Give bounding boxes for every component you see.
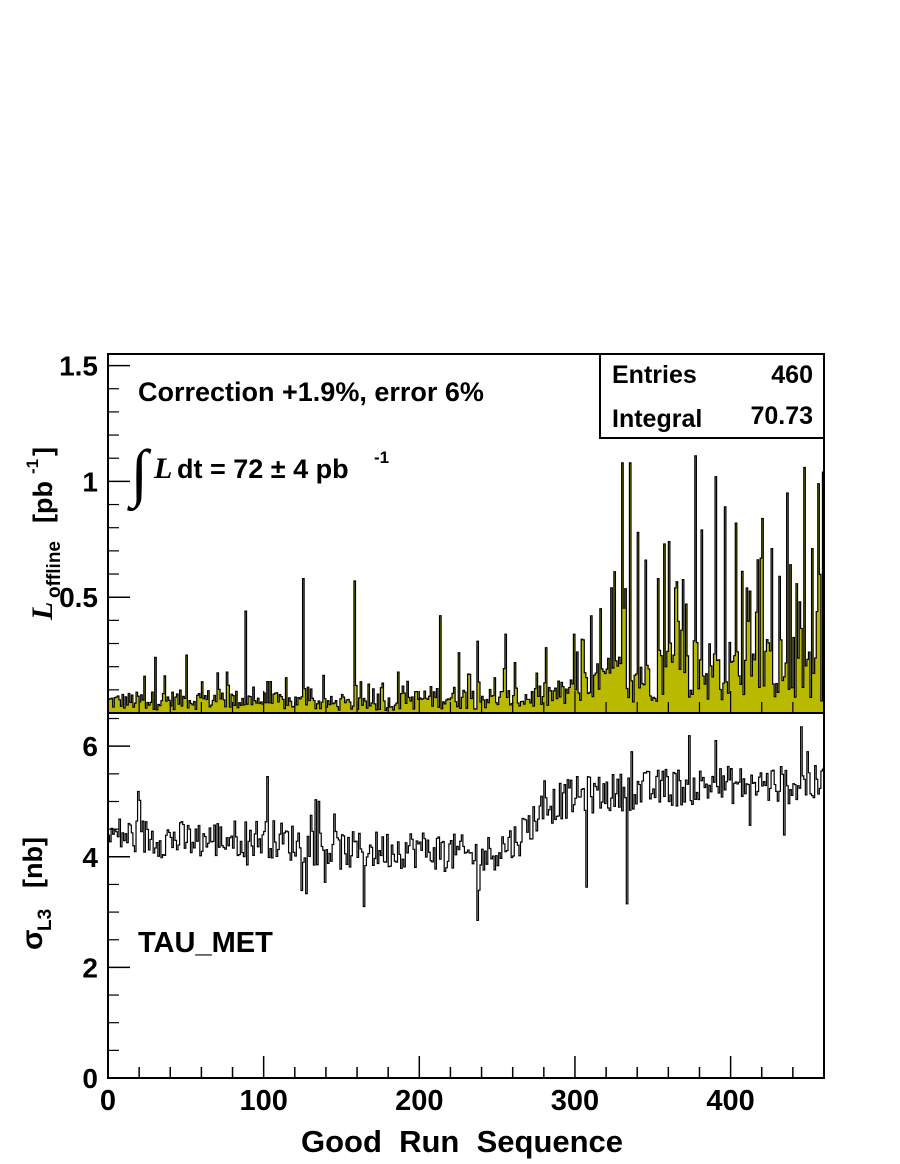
cross-section-y-label-sub: L3: [35, 909, 56, 931]
luminosity-y-tick-label: 0.5: [59, 582, 98, 613]
cross-section-y-tick-label: 2: [82, 952, 98, 983]
trigger-name-annotation: TAU_MET: [138, 927, 273, 959]
x-tick-label: 0: [100, 1085, 116, 1117]
stats-box-frame: [599, 353, 825, 439]
cross-section-plot-frame: [107, 712, 825, 1079]
luminosity-y-label-main: L: [26, 602, 59, 621]
cross-section-x-ticks: 0 100 200 300 400: [100, 1056, 825, 1117]
stats-box: Entries 460 Integral 70.73: [599, 353, 825, 439]
luminosity-y-tick-label: 1: [82, 466, 98, 497]
cross-section-y-ticks: 0 2 4 6: [82, 717, 130, 1094]
stats-integral-label: Integral: [612, 405, 702, 433]
cross-section-step-line: [108, 726, 824, 921]
integral-var: L: [153, 452, 172, 485]
luminosity-y-label-exp: -1: [23, 459, 42, 474]
stats-integral-value: 70.73: [750, 402, 813, 430]
luminosity-y-label-unit: [pb: [28, 481, 58, 523]
integral-rest: dt = 72 ± 4 pb: [177, 454, 349, 484]
x-tick-label: 100: [239, 1085, 287, 1117]
luminosity-y-label-close: ]: [28, 447, 58, 456]
luminosity-panel: 0.5 1 1.5 Entries 460 Integral 70.73 Corre…: [23, 351, 825, 714]
integral-annotation: ∫ L dt = 72 ± 4 pb -1: [127, 437, 389, 512]
cross-section-y-tick-label: 6: [82, 731, 98, 762]
luminosity-histogram-line: [107, 455, 825, 713]
x-axis-label: Good Run Sequence: [301, 1124, 623, 1159]
correction-annotation: Correction +1.9%, error 6%: [138, 377, 484, 407]
integral-symbol: ∫: [127, 437, 152, 512]
x-tick-label: 200: [395, 1085, 443, 1117]
luminosity-y-label-sub: offline: [44, 541, 65, 598]
cross-section-panel: 0 2 4 6 0 100 200 300 400 TAU_MET σ L3 [nb] Goo…: [16, 712, 825, 1159]
x-tick-label: 400: [706, 1085, 754, 1117]
luminosity-y-tick-label: 1.5: [59, 351, 98, 382]
x-tick-label: 300: [551, 1085, 599, 1117]
luminosity-y-ticks: 0.5 1 1.5: [59, 351, 130, 691]
integral-exp: -1: [374, 448, 389, 467]
luminosity-x-minor-ticks: [107, 691, 825, 713]
cross-section-y-tick-label: 0: [82, 1063, 98, 1094]
cross-section-y-label-sym: σ: [16, 929, 49, 950]
stats-entries-label: Entries: [612, 361, 697, 389]
luminosity-y-label: L offline [pb -1 ]: [23, 447, 65, 621]
cross-section-y-tick-label: 4: [82, 842, 98, 873]
cross-section-y-label: σ L3 [nb]: [16, 837, 56, 950]
stats-entries-value: 460: [771, 361, 813, 389]
cross-section-y-label-unit: [nb]: [18, 837, 48, 888]
